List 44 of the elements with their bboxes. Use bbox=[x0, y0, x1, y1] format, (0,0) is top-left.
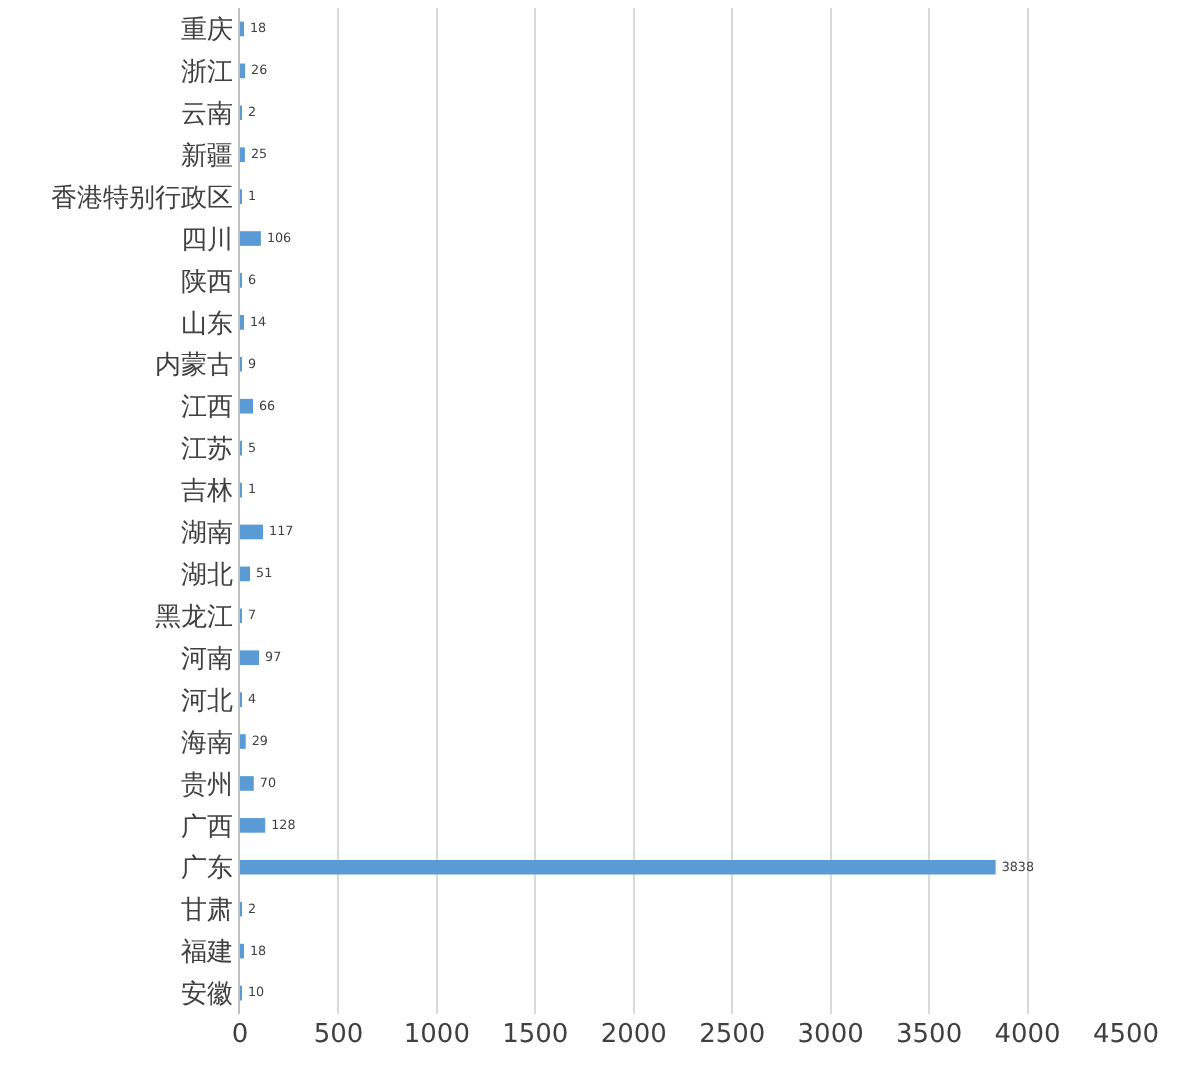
y-tick-label: 浙江 bbox=[180, 57, 233, 88]
y-tick-label: 江苏 bbox=[180, 435, 233, 466]
bar bbox=[240, 859, 996, 875]
bar bbox=[240, 776, 254, 791]
x-tick-label: 500 bbox=[313, 1020, 364, 1050]
y-tick-label: 湖南 bbox=[180, 519, 233, 550]
y-tick-label: 江西 bbox=[180, 393, 233, 424]
y-tick-label: 安徽 bbox=[180, 978, 233, 1011]
y-tick-label: 四川 bbox=[180, 225, 233, 256]
bar bbox=[240, 231, 261, 246]
x-tick-label: 0 bbox=[231, 1020, 249, 1050]
y-tick-label: 广东 bbox=[180, 854, 233, 885]
y-tick-label: 甘肃 bbox=[180, 896, 233, 927]
bar bbox=[240, 398, 253, 414]
y-tick-label: 香港特别行政区 bbox=[50, 183, 233, 214]
x-tick-label: 1000 bbox=[403, 1020, 470, 1050]
y-tick-label: 河北 bbox=[180, 686, 233, 717]
x-tick-label: 3000 bbox=[797, 1020, 864, 1050]
x-tick-label: 4500 bbox=[1092, 1020, 1160, 1050]
x-tick-label: 3500 bbox=[896, 1020, 963, 1050]
y-tick-label: 重庆 bbox=[180, 16, 233, 47]
y-tick-label: 福建 bbox=[180, 938, 233, 969]
y-tick-label: 海南 bbox=[180, 728, 233, 759]
bar bbox=[240, 818, 266, 833]
y-tick-label: 吉林 bbox=[180, 477, 233, 508]
bar bbox=[240, 650, 260, 666]
x-tick-label: 4000 bbox=[994, 1020, 1061, 1050]
y-tick-label: 陕西 bbox=[180, 267, 233, 298]
y-tick-label: 黑龙江 bbox=[154, 602, 233, 633]
bar bbox=[240, 566, 251, 582]
y-tick-label: 河南 bbox=[180, 644, 233, 675]
x-tick-label: 1500 bbox=[502, 1020, 569, 1050]
y-tick-label: 广西 bbox=[180, 812, 233, 843]
y-tick-label: 新疆 bbox=[180, 141, 233, 172]
bar bbox=[240, 63, 246, 79]
y-tick-label: 内蒙古 bbox=[154, 351, 233, 382]
y-tick-label: 湖北 bbox=[180, 560, 233, 591]
y-tick-label: 云南 bbox=[180, 99, 233, 130]
x-tick-label: 2000 bbox=[600, 1020, 667, 1050]
y-tick-label: 山东 bbox=[180, 309, 233, 340]
bar bbox=[240, 524, 264, 540]
y-tick-label: 贵州 bbox=[180, 770, 233, 801]
x-tick-label: 2500 bbox=[699, 1020, 766, 1050]
bar bbox=[240, 734, 246, 749]
